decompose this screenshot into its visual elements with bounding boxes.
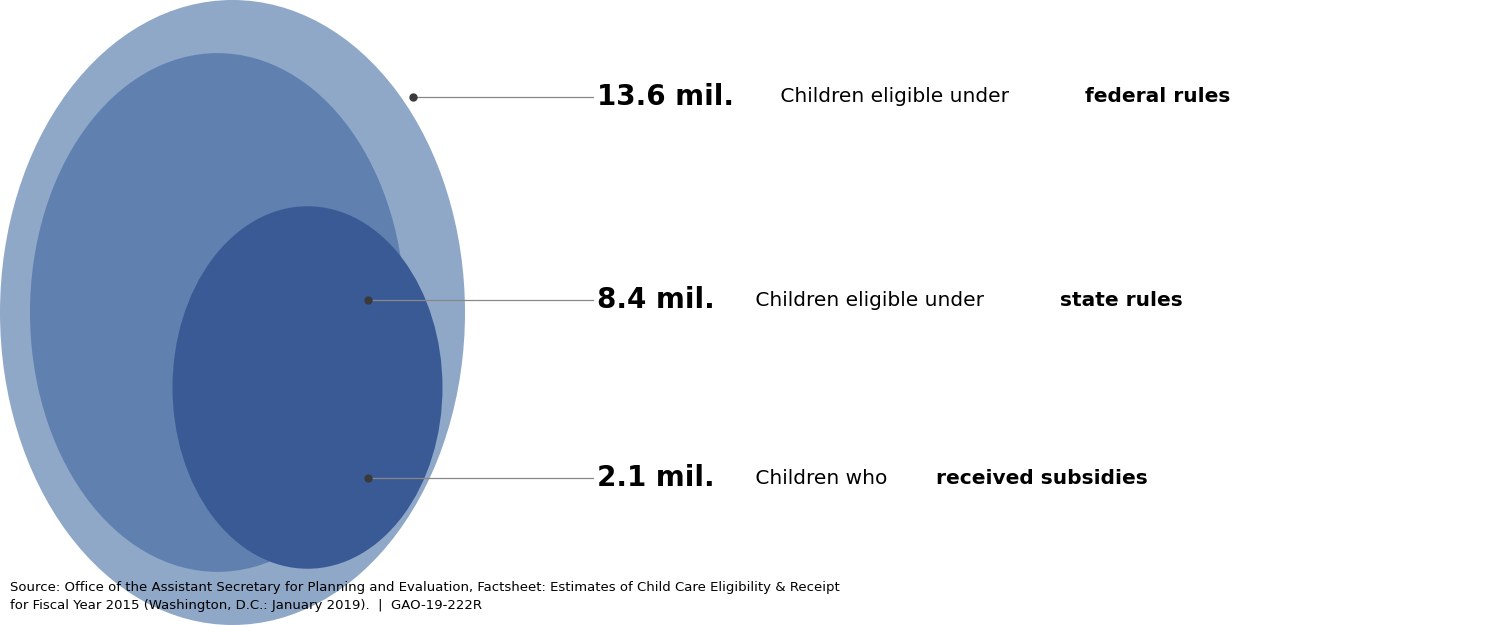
Text: federal rules: federal rules [1084,88,1230,106]
Text: Children who: Children who [748,469,894,488]
Text: Children eligible under: Children eligible under [748,291,990,309]
Text: 8.4 mil.: 8.4 mil. [597,286,714,314]
Ellipse shape [30,53,405,572]
Text: received subsidies: received subsidies [936,469,1148,488]
Text: Source: Office of the Assistant Secretary for Planning and Evaluation, Factsheet: Source: Office of the Assistant Secretar… [10,581,840,612]
Ellipse shape [172,206,442,569]
Text: Children eligible under: Children eligible under [774,88,1016,106]
Text: 13.6 mil.: 13.6 mil. [597,83,734,111]
Text: state rules: state rules [1060,291,1184,309]
Text: 2.1 mil.: 2.1 mil. [597,464,714,492]
Ellipse shape [0,0,465,625]
